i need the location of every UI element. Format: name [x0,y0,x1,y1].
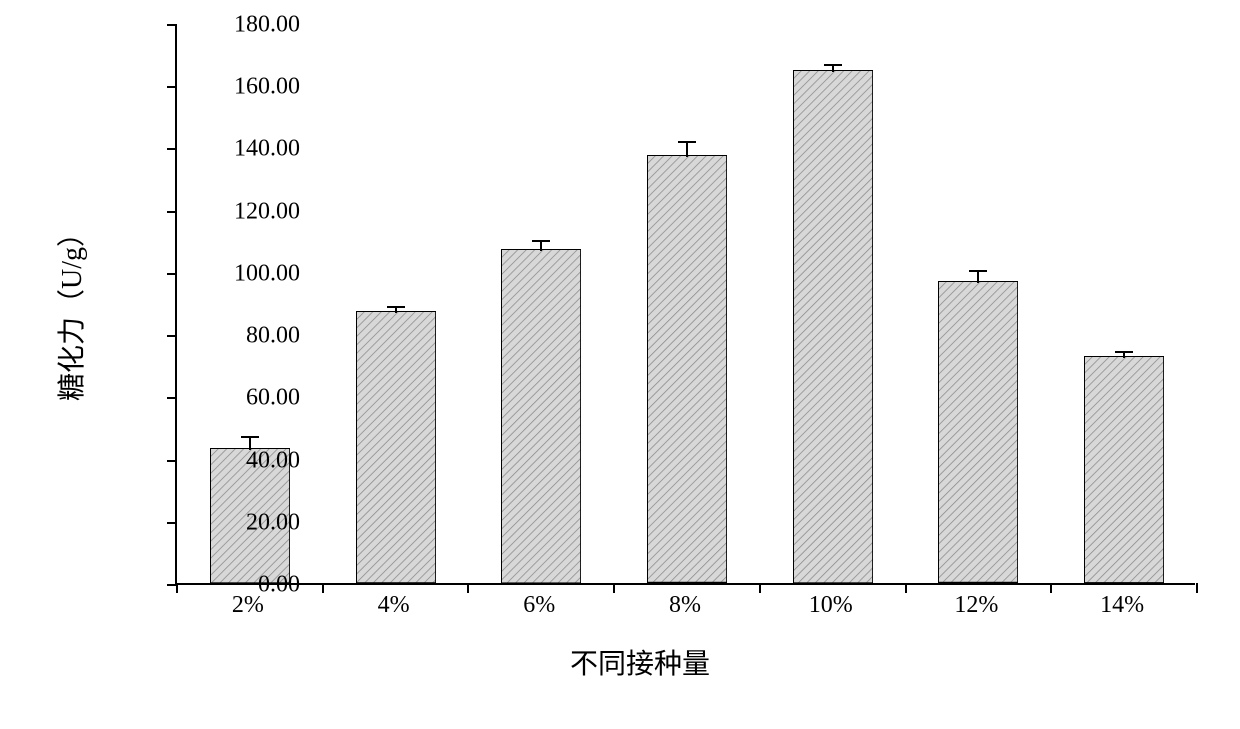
error-cap [241,436,259,438]
y-tick-label: 160.00 [210,74,300,101]
x-tick-label: 10% [809,592,853,619]
error-bar [540,241,542,250]
error-cap [824,64,842,66]
y-tick-label: 100.00 [210,260,300,287]
y-tick-label: 80.00 [210,323,300,350]
error-cap [1115,351,1133,353]
y-tick [167,335,177,337]
error-cap [387,306,405,308]
y-tick-label: 180.00 [210,12,300,39]
error-cap [969,270,987,272]
error-cap [532,240,550,242]
bar [938,281,1018,583]
y-tick [167,148,177,150]
y-tick [167,460,177,462]
y-tick [167,522,177,524]
error-bar [686,142,688,158]
error-cap [678,141,696,143]
y-tick [167,397,177,399]
y-tick-label: 140.00 [210,136,300,163]
y-tick [167,273,177,275]
plot-area [175,25,1195,585]
x-tick-label: 14% [1100,592,1144,619]
x-tick [1196,583,1198,593]
bar [501,249,581,583]
x-tick [176,583,178,593]
x-tick-label: 6% [523,592,555,619]
bar-chart: 糖化力（U/g） 不同接种量 0.0020.0040.0060.0080.001… [60,10,1220,710]
x-tick [759,583,761,593]
x-axis-label: 不同接种量 [570,642,710,682]
bar [1084,356,1164,583]
x-tick [322,583,324,593]
error-bar [977,271,979,283]
x-tick [467,583,469,593]
bar [647,155,727,583]
x-tick [613,583,615,593]
x-tick [905,583,907,593]
y-axis-label: 糖化力（U/g） [50,219,90,401]
y-tick [167,211,177,213]
y-tick [167,24,177,26]
y-tick-label: 20.00 [210,509,300,536]
y-tick [167,86,177,88]
bar [793,70,873,583]
x-tick-label: 2% [232,592,264,619]
x-tick-label: 4% [378,592,410,619]
x-tick-label: 12% [954,592,998,619]
y-tick-label: 120.00 [210,198,300,225]
bar [356,311,436,583]
x-tick [1050,583,1052,593]
y-tick-label: 60.00 [210,385,300,412]
x-tick-label: 8% [669,592,701,619]
y-tick-label: 40.00 [210,447,300,474]
